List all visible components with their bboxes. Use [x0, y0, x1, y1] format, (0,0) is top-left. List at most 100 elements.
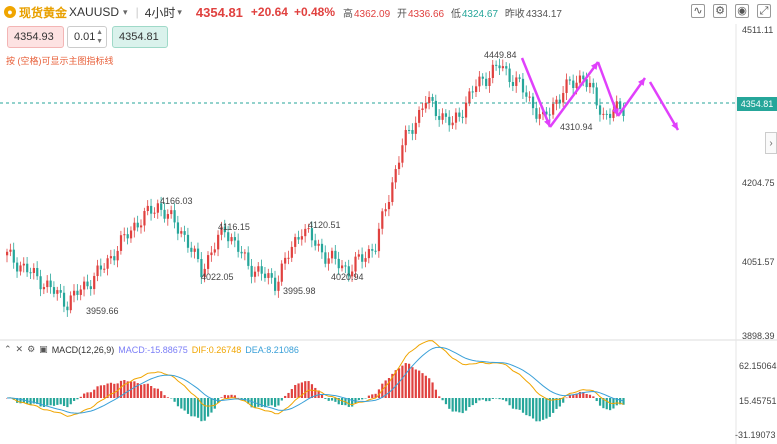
- arrow-head: [590, 62, 598, 70]
- candle-body: [337, 258, 340, 269]
- collapse-icon[interactable]: ⌃: [4, 344, 12, 354]
- macd-bar: [585, 393, 588, 398]
- candle-body: [377, 228, 381, 252]
- macd-bar: [304, 381, 307, 398]
- candle-body: [9, 249, 12, 252]
- candle-body: [495, 64, 498, 66]
- symbol-code[interactable]: XAUUSD: [69, 5, 120, 19]
- candle-body: [485, 78, 488, 86]
- macd-bar: [535, 398, 538, 422]
- candle-body: [59, 290, 62, 293]
- macd-bar: [418, 370, 421, 398]
- candle-body: [106, 258, 109, 269]
- macd-bar: [555, 398, 558, 409]
- axis-label: 3898.39: [742, 331, 775, 341]
- quantity-value[interactable]: 0.01: [74, 31, 96, 43]
- candle-body: [454, 112, 458, 123]
- symbol-name[interactable]: 现货黄金: [19, 5, 68, 20]
- macd-bar: [66, 398, 69, 408]
- candle-body: [233, 237, 236, 241]
- macd-bar: [464, 398, 468, 411]
- macd-bar: [99, 385, 102, 398]
- macd-bar: [361, 398, 364, 400]
- macd-bar: [62, 398, 66, 406]
- macd-bar: [438, 396, 441, 398]
- candle-body: [357, 254, 360, 257]
- macd-bar: [123, 380, 126, 398]
- macd-bar: [96, 386, 99, 398]
- macd-bar: [374, 393, 377, 398]
- macd-bar: [36, 398, 39, 405]
- candle-body: [605, 113, 608, 115]
- chevron-down-icon[interactable]: ▾: [123, 6, 128, 17]
- candle-body: [99, 265, 102, 270]
- candle-body: [515, 77, 518, 86]
- candle-body: [129, 230, 133, 239]
- candle-body: [511, 82, 515, 86]
- macd-bar: [602, 398, 605, 409]
- macd-bar: [511, 398, 515, 409]
- macd-bar: [210, 398, 213, 413]
- macd-bar: [26, 398, 29, 405]
- buy-price-box[interactable]: 4354.81: [112, 26, 168, 48]
- indicator-icon[interactable]: ∿: [691, 4, 705, 18]
- settings-icon[interactable]: ⚙: [27, 344, 36, 354]
- macd-bar: [153, 388, 156, 398]
- current-price: 4354.81: [195, 4, 243, 20]
- annotation: 4310.94: [560, 122, 593, 132]
- last-price-tag: 4354.81: [737, 97, 777, 111]
- chevron-down-icon[interactable]: ▾: [177, 6, 182, 17]
- candle-body: [528, 96, 531, 98]
- macd-bar: [176, 398, 180, 407]
- macd-bar: [545, 398, 548, 419]
- sell-price-box[interactable]: 4354.93: [7, 26, 64, 48]
- macd-bar: [213, 398, 216, 409]
- axis-label: 4051.57: [742, 257, 775, 267]
- macd-bar: [297, 383, 300, 398]
- candle-body: [163, 209, 166, 219]
- candle-body: [6, 251, 9, 256]
- candle-body: [119, 235, 123, 251]
- camera-icon[interactable]: ◉: [735, 4, 749, 18]
- candle-body: [371, 249, 374, 251]
- stepper-arrows-icon[interactable]: ▲ ▼: [96, 29, 103, 45]
- candle-body: [418, 109, 421, 123]
- macd-bar: [612, 398, 615, 409]
- macd-bar: [227, 395, 230, 398]
- close-icon[interactable]: ✕: [15, 344, 24, 354]
- macd-bar: [518, 398, 521, 410]
- candle-body: [609, 113, 612, 118]
- candle-body: [317, 243, 320, 246]
- candle-body: [36, 267, 39, 277]
- candle-body: [267, 273, 270, 278]
- candle-body: [287, 257, 290, 259]
- candle-body: [334, 250, 337, 259]
- macd-bar: [76, 398, 79, 400]
- candle-body: [66, 306, 69, 311]
- macd-bar: [394, 370, 397, 398]
- delete-icon[interactable]: ▣: [39, 344, 48, 354]
- fullscreen-icon[interactable]: ⤢: [757, 4, 771, 18]
- macd-bar: [377, 389, 381, 398]
- candle-body: [247, 252, 250, 266]
- candle-body: [277, 281, 280, 291]
- price-change-pct: +0.48%: [293, 5, 335, 19]
- expand-panel-icon[interactable]: ›: [765, 132, 777, 154]
- macd-bar: [29, 398, 32, 405]
- macd-bar: [103, 385, 106, 398]
- header-bar: ● 现货黄金 XAUUSD ▾ | 4小时 ▾ 4354.81 +20.64 +…: [0, 0, 777, 24]
- candle-body: [62, 292, 66, 307]
- macd-bar: [230, 394, 233, 398]
- candle-body: [146, 205, 149, 212]
- macd-bar: [495, 398, 498, 399]
- quantity-stepper[interactable]: 0.01 ▲ ▼: [67, 26, 107, 48]
- settings-icon[interactable]: ⚙: [713, 4, 727, 18]
- macd-bar: [233, 395, 236, 398]
- timeframe-select[interactable]: 4小时: [144, 5, 176, 20]
- macd-bar: [207, 398, 210, 417]
- macd-bar: [562, 398, 565, 403]
- candle-body: [196, 248, 200, 260]
- candle-body: [173, 210, 176, 223]
- candle-body: [113, 256, 116, 261]
